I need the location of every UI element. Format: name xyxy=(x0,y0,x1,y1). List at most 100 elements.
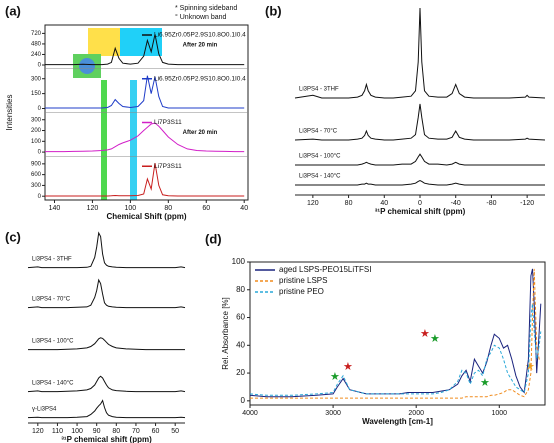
plot-frame xyxy=(249,261,546,406)
spectrum-line xyxy=(295,153,545,166)
spectrum-line xyxy=(45,163,245,197)
legend-label: pristine LSPS xyxy=(279,276,327,285)
legend-label: Li6.95Zr0.05P2.9S10.8O0.1I0.4 xyxy=(154,75,246,82)
spectrum-line xyxy=(45,122,245,153)
x-tick-label: 110 xyxy=(52,428,63,435)
y-tick-label: 300 xyxy=(31,183,42,189)
x-tick-label: 60 xyxy=(152,428,160,435)
molecule-icon xyxy=(79,58,95,74)
spectrum-line xyxy=(250,268,541,399)
x-tick-label: 100 xyxy=(125,205,137,212)
spectrum-line xyxy=(249,268,542,398)
y-axis-label: Intensities xyxy=(5,94,14,130)
y-tick-label: 0 xyxy=(38,106,42,112)
panel-label: (c) xyxy=(5,229,21,244)
y-tick-label: 240 xyxy=(31,52,42,58)
x-tick-label: -80 xyxy=(486,200,496,207)
legend-label: Li6.95Zr0.05P2.9S10.8O0.1I0.4 xyxy=(154,32,246,39)
x-tick-label: 80 xyxy=(164,205,172,212)
y-tick-label: 80 xyxy=(236,285,245,294)
y-tick-label: 100 xyxy=(31,139,42,145)
y-tick-label: 300 xyxy=(31,76,42,82)
panel-label: (b) xyxy=(265,3,282,18)
star: ★ xyxy=(330,371,340,383)
spectrum-line xyxy=(45,75,245,109)
star-markers: ★ ★ ★ ★ ★ ★ xyxy=(330,328,535,389)
x-tick-label: 3000 xyxy=(325,410,341,417)
annotation: ° Unknown band xyxy=(175,13,227,21)
x-axis-label: ³¹P chemical shift (ppm) xyxy=(375,207,466,216)
legend-label: Li7P3S11 xyxy=(154,163,182,170)
trace-label: Li3PS4 - 70°C xyxy=(299,129,338,135)
molecule-box xyxy=(120,28,162,56)
trace-label: Li3PS4 - 3THF xyxy=(32,257,72,263)
y-tick-label: 480 xyxy=(31,42,42,48)
trace-label: Li3PS4 - 100°C xyxy=(32,339,74,345)
x-tick-label: -120 xyxy=(520,200,534,207)
x-tick-label: 90 xyxy=(93,428,101,435)
panel-label: (a) xyxy=(5,3,21,18)
trace-label: Li3PS4 - 140°C xyxy=(299,174,341,180)
y-axis-label: Rel. Absorbance [%] xyxy=(221,297,230,369)
panel-label: (d) xyxy=(205,231,222,246)
x-tick-label: 1000 xyxy=(492,410,508,417)
x-tick-label: 120 xyxy=(32,428,44,435)
x-tick-label: 80 xyxy=(112,428,120,435)
y-tick-label: 200 xyxy=(31,128,42,134)
x-axis-label: ³¹P chemical shift (ppm) xyxy=(61,435,152,443)
y-tick-label: 300 xyxy=(31,117,42,123)
y-tick-label: 0 xyxy=(38,150,42,156)
spectrum-line xyxy=(295,179,545,186)
spectrum-line xyxy=(294,103,546,141)
highlight-band xyxy=(130,80,137,200)
x-tick-label: 140 xyxy=(49,205,61,212)
y-tick-label: 60 xyxy=(236,313,245,322)
star: ★ xyxy=(420,328,430,340)
y-tick-label: 600 xyxy=(31,172,42,178)
y-tick-label: 900 xyxy=(31,161,42,167)
x-tick-label: 0 xyxy=(418,200,422,207)
legend-label: Li7P3S11 xyxy=(154,119,182,126)
trace-label: Li3PS4 - 100°C xyxy=(299,154,341,160)
legend-label: aged LSPS-PEO15LiTFSI xyxy=(279,265,372,274)
y-tick-label: 0 xyxy=(241,396,246,405)
trace-label: Li3PS4 - 3THF xyxy=(299,87,339,93)
x-tick-label: 40 xyxy=(380,200,388,207)
y-tick-label: 20 xyxy=(236,368,245,377)
annotation: * Spinning sideband xyxy=(175,5,237,12)
x-tick-label: 120 xyxy=(307,200,319,207)
x-axis-label: Chemical Shift (ppm) xyxy=(106,212,186,221)
x-tick-label: 60 xyxy=(202,205,210,212)
spectrum-line xyxy=(28,337,185,351)
x-tick-label: 50 xyxy=(171,428,179,435)
y-tick-label: 720 xyxy=(31,31,42,37)
star: ★ xyxy=(525,361,535,373)
x-tick-label: 40 xyxy=(240,205,248,212)
spectrum-line xyxy=(27,278,186,309)
x-tick-label: 4000 xyxy=(242,410,258,417)
spectrum-line xyxy=(27,231,186,269)
star: ★ xyxy=(430,333,440,345)
x-tick-label: 2000 xyxy=(408,410,424,417)
molecule-box xyxy=(88,28,120,56)
spectrum-line xyxy=(27,375,186,393)
x-tick-label: 80 xyxy=(345,200,353,207)
spectrum-line xyxy=(45,34,245,66)
legend-label: pristine PEO xyxy=(279,287,324,296)
annotation: After 20 min xyxy=(183,43,218,49)
x-tick-label: -40 xyxy=(451,200,461,207)
spectrum-line xyxy=(27,399,186,419)
y-tick-label: 100 xyxy=(232,257,246,266)
trace-label: Li3PS4 - 140°C xyxy=(32,381,74,387)
x-tick-label: 120 xyxy=(87,205,99,212)
y-tick-label: 150 xyxy=(31,91,42,97)
x-axis-label: Wavelength [cm-1] xyxy=(362,417,433,426)
y-tick-label: 0 xyxy=(38,63,42,69)
x-tick-label: 100 xyxy=(71,428,83,435)
x-tick-label: 70 xyxy=(132,428,140,435)
star: ★ xyxy=(480,377,490,389)
annotation: After 20 min xyxy=(183,130,218,136)
spectrum-line xyxy=(294,7,546,99)
y-tick-label: 40 xyxy=(236,340,245,349)
star: ★ xyxy=(343,361,353,373)
